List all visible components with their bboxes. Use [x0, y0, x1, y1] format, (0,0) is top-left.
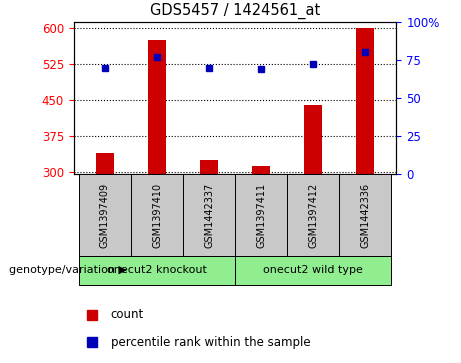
Bar: [131, 174, 183, 256]
Text: GSM1397410: GSM1397410: [152, 183, 162, 248]
Bar: [235, 174, 287, 256]
Bar: [235, 256, 391, 285]
Bar: [79, 256, 235, 285]
Title: GDS5457 / 1424561_at: GDS5457 / 1424561_at: [150, 3, 320, 19]
Bar: [287, 174, 339, 256]
Text: GSM1397409: GSM1397409: [100, 183, 110, 248]
Bar: [356, 28, 374, 174]
Bar: [148, 40, 166, 174]
Text: onecut2 knockout: onecut2 knockout: [107, 265, 207, 276]
Text: GSM1397411: GSM1397411: [256, 183, 266, 248]
Text: genotype/variation ▶: genotype/variation ▶: [9, 265, 127, 276]
Text: GSM1442336: GSM1442336: [360, 183, 370, 248]
Text: percentile rank within the sample: percentile rank within the sample: [111, 336, 310, 348]
Text: GSM1442337: GSM1442337: [204, 183, 214, 248]
Bar: [200, 160, 218, 174]
Bar: [304, 105, 322, 174]
Bar: [96, 152, 114, 174]
Text: onecut2 wild type: onecut2 wild type: [263, 265, 363, 276]
Bar: [339, 174, 391, 256]
Text: count: count: [111, 308, 144, 321]
Text: GSM1397412: GSM1397412: [308, 183, 318, 248]
Bar: [252, 166, 270, 174]
Bar: [183, 174, 235, 256]
Bar: [79, 174, 131, 256]
